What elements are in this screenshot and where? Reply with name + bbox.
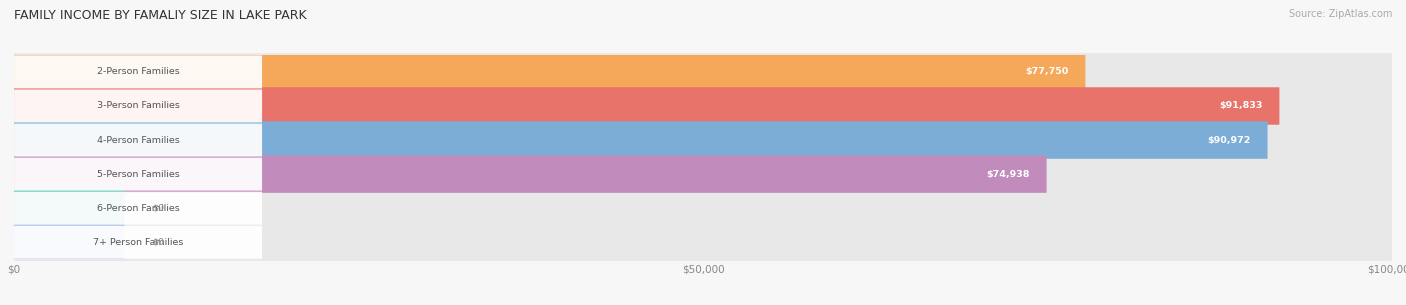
- Text: $74,938: $74,938: [987, 170, 1031, 179]
- FancyBboxPatch shape: [14, 87, 1279, 125]
- Text: 2-Person Families: 2-Person Families: [97, 67, 180, 77]
- Text: 4-Person Families: 4-Person Families: [97, 135, 180, 145]
- Text: $90,972: $90,972: [1208, 135, 1251, 145]
- Text: $77,750: $77,750: [1025, 67, 1069, 77]
- FancyBboxPatch shape: [14, 224, 124, 261]
- Text: 7+ Person Families: 7+ Person Families: [93, 238, 183, 247]
- FancyBboxPatch shape: [14, 56, 262, 88]
- Text: $0: $0: [152, 238, 165, 247]
- FancyBboxPatch shape: [14, 121, 1268, 159]
- Text: 5-Person Families: 5-Person Families: [97, 170, 180, 179]
- Text: 6-Person Families: 6-Person Families: [97, 204, 180, 213]
- FancyBboxPatch shape: [14, 155, 1392, 193]
- FancyBboxPatch shape: [14, 155, 1046, 193]
- FancyBboxPatch shape: [14, 53, 1392, 91]
- Text: Source: ZipAtlas.com: Source: ZipAtlas.com: [1288, 9, 1392, 19]
- FancyBboxPatch shape: [14, 189, 1392, 227]
- FancyBboxPatch shape: [14, 224, 1392, 261]
- Text: FAMILY INCOME BY FAMALIY SIZE IN LAKE PARK: FAMILY INCOME BY FAMALIY SIZE IN LAKE PA…: [14, 9, 307, 22]
- FancyBboxPatch shape: [14, 226, 262, 259]
- FancyBboxPatch shape: [14, 158, 262, 191]
- Text: $91,833: $91,833: [1219, 102, 1263, 110]
- FancyBboxPatch shape: [14, 189, 124, 227]
- FancyBboxPatch shape: [14, 89, 262, 123]
- FancyBboxPatch shape: [14, 192, 262, 225]
- FancyBboxPatch shape: [14, 121, 1392, 159]
- FancyBboxPatch shape: [14, 124, 262, 156]
- FancyBboxPatch shape: [14, 87, 1392, 125]
- Text: 3-Person Families: 3-Person Families: [97, 102, 180, 110]
- Text: $0: $0: [152, 204, 165, 213]
- FancyBboxPatch shape: [14, 53, 1085, 91]
